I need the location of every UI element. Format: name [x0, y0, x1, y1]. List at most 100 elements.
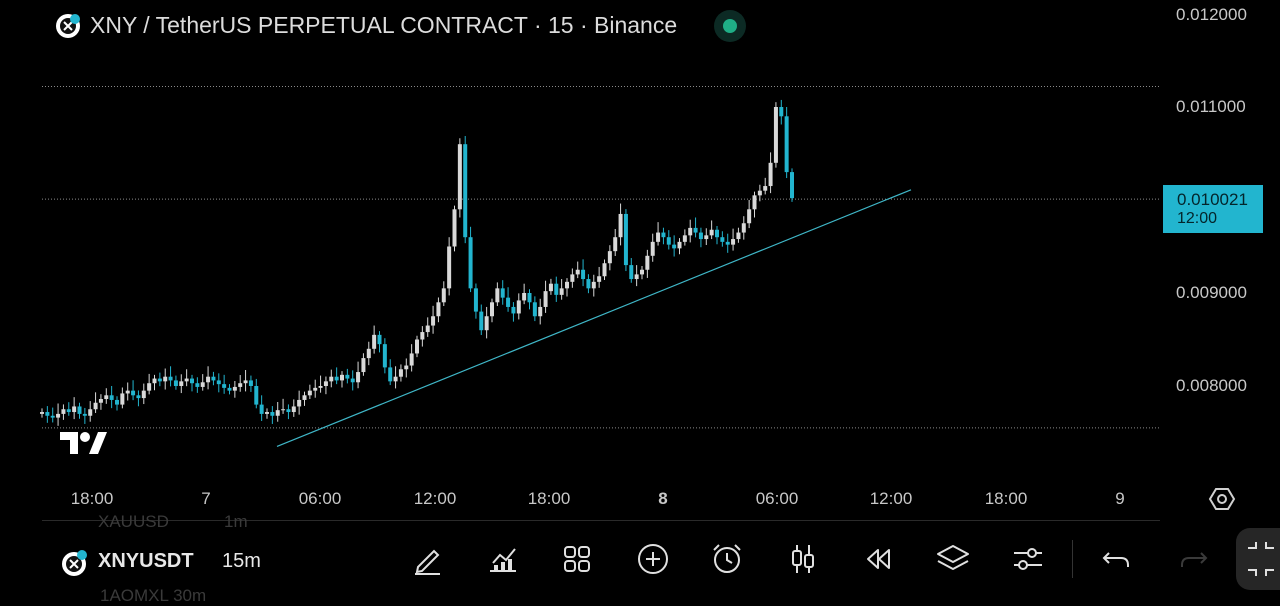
candle: [66, 409, 71, 413]
current-price-tag: 0.010021 12:00: [1163, 185, 1263, 233]
candle-style-icon[interactable]: [785, 541, 821, 577]
candle: [532, 302, 537, 317]
symbol-selector[interactable]: XNYUSDT: [98, 550, 194, 572]
candle: [420, 332, 425, 340]
candle: [790, 172, 794, 199]
bar-countdown: 12:00: [1177, 210, 1218, 227]
candle: [688, 227, 693, 236]
current-price: 0.010021: [1177, 190, 1248, 209]
candle: [463, 144, 468, 238]
candle: [666, 237, 671, 245]
candle: [682, 235, 687, 242]
candle: [623, 213, 628, 266]
candle: [88, 409, 93, 416]
tradingview-logo: [58, 430, 108, 461]
candle: [736, 232, 741, 240]
time-axis-label: 18:00: [984, 489, 1028, 508]
price-axis-label: 0.009000: [1176, 283, 1247, 302]
chart-header: XNY / TetherUS PERPETUAL CONTRACT · 15 ·…: [0, 0, 1160, 50]
candle: [640, 269, 644, 275]
indicators-icon[interactable]: [485, 541, 521, 577]
chart-settings-icon[interactable]: [1208, 485, 1236, 513]
candle: [302, 395, 307, 400]
candle: [297, 399, 302, 407]
candle: [506, 297, 511, 307]
replay-icon[interactable]: [860, 541, 896, 577]
candle: [163, 376, 168, 382]
candle: [441, 288, 446, 303]
candle: [629, 265, 634, 280]
undo-icon[interactable]: [1099, 541, 1135, 577]
candle: [704, 235, 709, 240]
market-status-indicator[interactable]: [714, 10, 746, 42]
candle: [431, 316, 436, 326]
candle: [136, 395, 141, 399]
candle: [340, 374, 344, 381]
candle: [618, 213, 623, 238]
alarm-icon[interactable]: [709, 541, 745, 577]
candle: [350, 378, 355, 383]
candle: [677, 241, 682, 249]
candle: [409, 353, 414, 366]
add-icon[interactable]: [635, 541, 671, 577]
candle: [238, 383, 243, 387]
candle: [784, 116, 789, 173]
candle: [763, 186, 768, 191]
time-axis-label: 8: [658, 489, 668, 508]
candle: [548, 283, 553, 292]
trendline[interactable]: [276, 189, 912, 448]
candle: [313, 387, 318, 391]
candle: [538, 306, 543, 317]
candle: [361, 358, 366, 373]
candle: [50, 415, 55, 418]
candle: [377, 334, 382, 345]
time-axis-label: 7: [201, 489, 211, 508]
layers-icon[interactable]: [935, 541, 971, 577]
toolbar-separator: [1072, 540, 1073, 578]
candle: [265, 412, 269, 414]
candle: [468, 237, 473, 289]
candle: [473, 288, 478, 312]
candle: [554, 283, 559, 295]
candle: [725, 241, 730, 245]
candle: [661, 232, 666, 238]
time-axis-label: 06:00: [298, 489, 342, 508]
interval-selector[interactable]: 15m: [222, 550, 261, 572]
candle: [329, 376, 334, 382]
candle: [286, 409, 291, 413]
candle: [645, 255, 650, 270]
settings-sliders-icon[interactable]: [1010, 541, 1046, 577]
candle: [731, 239, 736, 245]
candle: [206, 376, 211, 383]
candle: [425, 325, 430, 333]
candle: [173, 380, 178, 386]
candle: [125, 390, 130, 394]
candle: [436, 302, 441, 317]
candle: [115, 399, 119, 405]
fullscreen-button[interactable]: [1236, 528, 1280, 590]
candle: [543, 291, 548, 307]
candle: [382, 344, 387, 368]
candle: [45, 412, 50, 416]
candle: [715, 229, 719, 238]
candle: [747, 209, 752, 224]
candle: [650, 241, 655, 256]
time-axis-label: 9: [1115, 489, 1125, 508]
symbol-logo-icon: [62, 550, 87, 576]
chart-title[interactable]: XNY / TetherUS PERPETUAL CONTRACT · 15 ·…: [90, 12, 678, 38]
layouts-icon[interactable]: [559, 541, 595, 577]
time-axis-label: 12:00: [869, 489, 913, 508]
price-chart[interactable]: [0, 0, 1160, 480]
candle: [243, 380, 248, 384]
candle: [693, 227, 698, 233]
redo-icon[interactable]: [1175, 541, 1211, 577]
candle: [698, 232, 703, 240]
candle: [77, 406, 82, 414]
candle: [222, 384, 227, 388]
candle: [259, 404, 264, 414]
pencil-icon[interactable]: [410, 541, 446, 577]
candle: [216, 380, 221, 385]
candle: [484, 316, 489, 331]
candle: [157, 378, 162, 382]
time-axis-label: 18:00: [527, 489, 571, 508]
